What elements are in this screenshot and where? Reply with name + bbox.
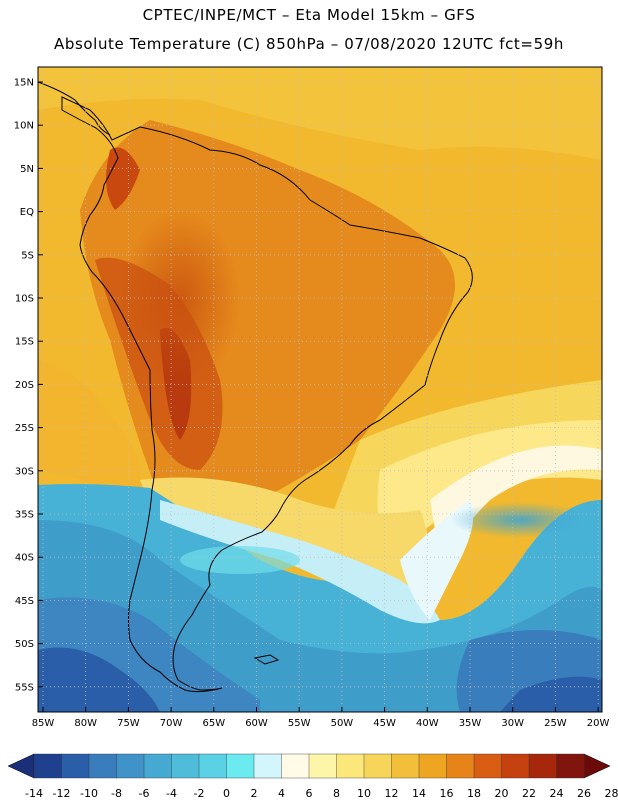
colorbar-cell <box>281 753 310 779</box>
colorbar-cell <box>143 753 172 779</box>
colorbar-cell <box>226 753 255 779</box>
lat-label: 40S <box>15 553 34 564</box>
lon-label: 60W <box>245 718 268 729</box>
colorbar-cell <box>446 753 475 779</box>
lat-label: 25S <box>15 423 34 434</box>
lat-label: 10S <box>15 294 34 305</box>
lat-label: 20S <box>15 380 34 391</box>
colorbar-tick-label: 26 <box>577 787 591 800</box>
colorbar-cell <box>336 753 365 779</box>
lat-label: 15S <box>15 337 34 348</box>
lon-label: 50W <box>331 718 354 729</box>
colorbar: -14 -12 -10 -8 -6 -4 -2 0 2 4 6 8 10 12 14 16 18 20 22 24 26… <box>7 753 618 800</box>
colorbar-tick-label: -6 <box>139 787 150 800</box>
colorbar-high-arrow <box>583 753 611 779</box>
lon-label: 70W <box>160 718 183 729</box>
colorbar-cell <box>253 753 282 779</box>
lon-label: 85W <box>32 718 55 729</box>
latitude-labels: 15N 10N 5N EQ 5S 10S 15S 20S 25S 30S 35S 40S 45S 50S 5… <box>14 78 43 693</box>
chart-title: CPTEC/INPE/MCT – Eta Model 15km – GFS <box>142 6 476 24</box>
longitude-labels: 85W 80W 75W 70W 65W 60W 55W 50W 45W 40W 35W 30W 25W 2… <box>32 707 610 729</box>
colorbar-tick-label: 22 <box>522 787 536 800</box>
colorbar-tick-label: -10 <box>80 787 98 800</box>
lat-label: 50S <box>15 639 34 650</box>
colorbar-tick-label: -8 <box>111 787 122 800</box>
colorbar-cell <box>363 753 392 779</box>
lon-label: 40W <box>416 718 439 729</box>
colorbar-cell <box>88 753 117 779</box>
lat-label: 15N <box>14 78 34 89</box>
lon-label: 55W <box>288 718 311 729</box>
colorbar-tick-label: 4 <box>278 787 285 800</box>
lat-label: 35S <box>15 510 34 521</box>
lat-label: 30S <box>15 466 34 477</box>
lat-label: 55S <box>15 682 34 693</box>
lat-label: 5S <box>21 250 34 261</box>
colorbar-tick-label: 18 <box>467 787 481 800</box>
colorbar-tick-label: 14 <box>412 787 426 800</box>
lon-label: 75W <box>117 718 140 729</box>
colorbar-cell <box>116 753 145 779</box>
colorbar-cell <box>61 753 90 779</box>
colorbar-cell <box>528 753 557 779</box>
lat-label: 10N <box>14 121 34 132</box>
colorbar-cell <box>501 753 530 779</box>
colorbar-low-arrow <box>7 753 35 779</box>
colorbar-cell <box>556 753 585 779</box>
lat-label: 45S <box>15 596 34 607</box>
lon-label: 30W <box>501 718 524 729</box>
lon-label: 20W <box>587 718 610 729</box>
colorbar-tick-label: 16 <box>440 787 454 800</box>
colorbar-tick-label: -2 <box>194 787 205 800</box>
colorbar-tick-label: 24 <box>550 787 564 800</box>
colorbar-tick-label: 20 <box>495 787 509 800</box>
colorbar-cell <box>33 753 62 779</box>
colorbar-tick-label: -12 <box>53 787 71 800</box>
colorbar-tick-label: 0 <box>223 787 230 800</box>
colorbar-cell <box>391 753 420 779</box>
lon-label: 45W <box>373 718 396 729</box>
colorbar-tick-label: 10 <box>357 787 371 800</box>
temperature-field <box>38 67 602 712</box>
colorbar-cell <box>473 753 502 779</box>
lon-label: 80W <box>74 718 97 729</box>
lon-label: 35W <box>459 718 482 729</box>
colorbar-cell <box>171 753 200 779</box>
colorbar-tick-label: 6 <box>306 787 313 800</box>
colorbar-tick-label: 2 <box>251 787 258 800</box>
colorbar-tick-label: 28 <box>605 787 618 800</box>
chart-subtitle: Absolute Temperature (C) 850hPa – 07/08/… <box>54 35 564 53</box>
coastline <box>37 81 473 693</box>
lon-label: 25W <box>544 718 567 729</box>
colorbar-tick-label: -4 <box>166 787 177 800</box>
colorbar-tick-label: -14 <box>25 787 43 800</box>
lat-label: 5N <box>20 164 34 175</box>
colorbar-cell <box>198 753 227 779</box>
lon-label: 65W <box>202 718 225 729</box>
colorbar-cell <box>418 753 447 779</box>
colorbar-cell <box>308 753 337 779</box>
colorbar-tick-label: 12 <box>385 787 399 800</box>
lat-label: EQ <box>20 207 34 218</box>
colorbar-tick-label: 8 <box>333 787 340 800</box>
map-frame <box>37 66 603 713</box>
